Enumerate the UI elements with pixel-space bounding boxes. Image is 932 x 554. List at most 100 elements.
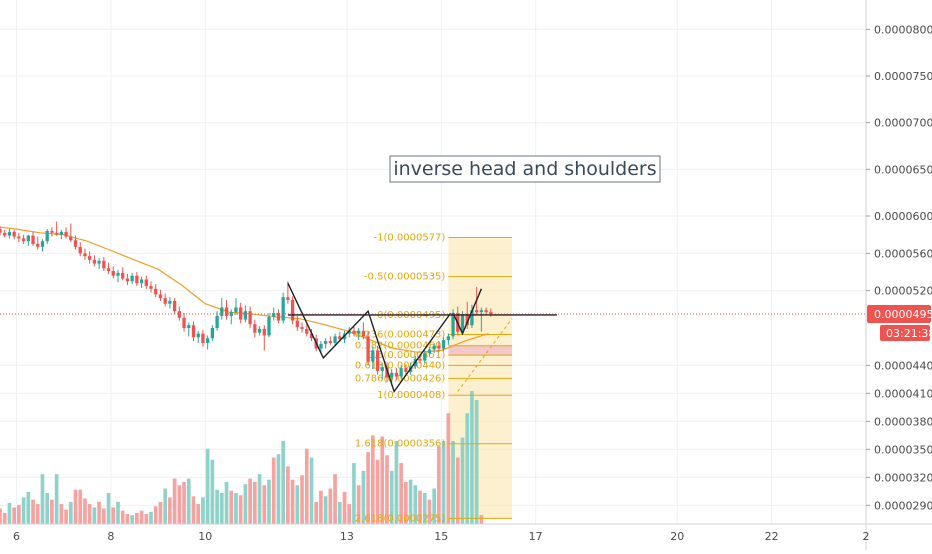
price-tick-label: 0.0000380 [874,415,932,428]
candle [3,230,7,238]
fib-level-label: 0.618(0.0000440) [355,360,446,371]
volume-bar [68,501,73,524]
candle-body [92,259,97,264]
candle [286,281,290,304]
volume-bar [92,507,97,524]
candle-body [121,272,125,279]
volume-bar [314,501,319,524]
candle-body [423,353,427,361]
candle-body [404,368,408,372]
last-price-tag-text: 0.0000495 [874,308,932,321]
candle [116,270,120,283]
candle-body [437,345,441,349]
volume-bar [437,446,441,524]
volume-bar [380,436,385,524]
candle-body [154,288,158,295]
candle-body [394,372,399,377]
price-tick-label: 0.0000560 [874,247,932,260]
fib-band-fill [448,345,513,356]
candle-body [352,330,356,334]
candle-body [333,336,337,343]
annotation-box[interactable] [389,155,661,183]
candle [135,272,139,286]
candle [36,236,40,250]
volume-bar [139,510,144,524]
candle [54,221,59,236]
pattern-line[interactable] [287,282,452,394]
candle [234,298,238,315]
fib-level-label: -1(0.0000577) [373,232,445,243]
candle [257,326,262,336]
volume-bar [342,491,347,524]
candle-body [380,367,384,371]
candle [380,363,384,380]
candle [305,324,309,337]
volume-bar [130,515,134,524]
volume-bar [413,485,418,524]
candle [97,258,101,270]
candle [149,281,153,293]
candle [427,346,432,357]
candle [59,230,64,240]
volume-bar [333,474,337,524]
volume-bar [455,457,460,524]
candle-body [54,232,59,235]
volume-bar [210,459,215,524]
volume-bar [45,492,50,524]
volume-bar [361,470,366,524]
countdown-tag [880,325,930,341]
candle-body [253,324,257,333]
candle-body [177,311,181,318]
volume-bar [125,514,130,524]
volume-bar [219,492,224,524]
pattern-drawing[interactable] [287,282,557,394]
fib-level-label: -0.5(0.0000535) [364,272,445,283]
candle [479,307,484,332]
candle-body [210,328,215,339]
price-tick-label: 0.0000750 [874,70,932,83]
candle [243,305,248,323]
volume-bar [64,509,68,524]
candle-body [50,230,54,233]
volume-bar [328,488,333,524]
candle [40,239,45,252]
candle [352,326,356,337]
volume-bar [319,490,323,524]
volume-bar [451,440,455,524]
candle [73,235,78,250]
candle [290,296,295,325]
volume-bar [201,497,205,524]
candle [125,273,130,286]
candle [102,257,106,272]
candle [239,302,243,324]
candle-body [201,333,205,343]
volume-bar [191,496,196,524]
volume-bar [0,508,2,524]
volume-bar [267,479,271,524]
candle [45,229,49,244]
pattern-line[interactable] [452,288,483,336]
candle-body [0,229,2,233]
candle [78,242,82,257]
volume-bars [0,391,484,524]
annotation[interactable]: inverse head and shoulders [389,155,661,183]
candle-body [187,325,191,328]
volume-bar [83,498,87,524]
candle-body [149,286,153,289]
time-tick-label: 2 [863,530,870,543]
fib-level-label: 0.786(0.0000426) [355,373,446,384]
candle-body [168,300,172,304]
candle [224,300,229,320]
volume-bar [215,489,219,524]
candle-body [361,330,366,337]
volume-bar [120,510,125,524]
candle [83,248,87,260]
candle [366,331,370,366]
candle-body [418,358,422,361]
candle-body [234,307,238,313]
volume-bar [404,481,408,524]
volume-bar [479,515,484,524]
candle-body [451,313,455,337]
